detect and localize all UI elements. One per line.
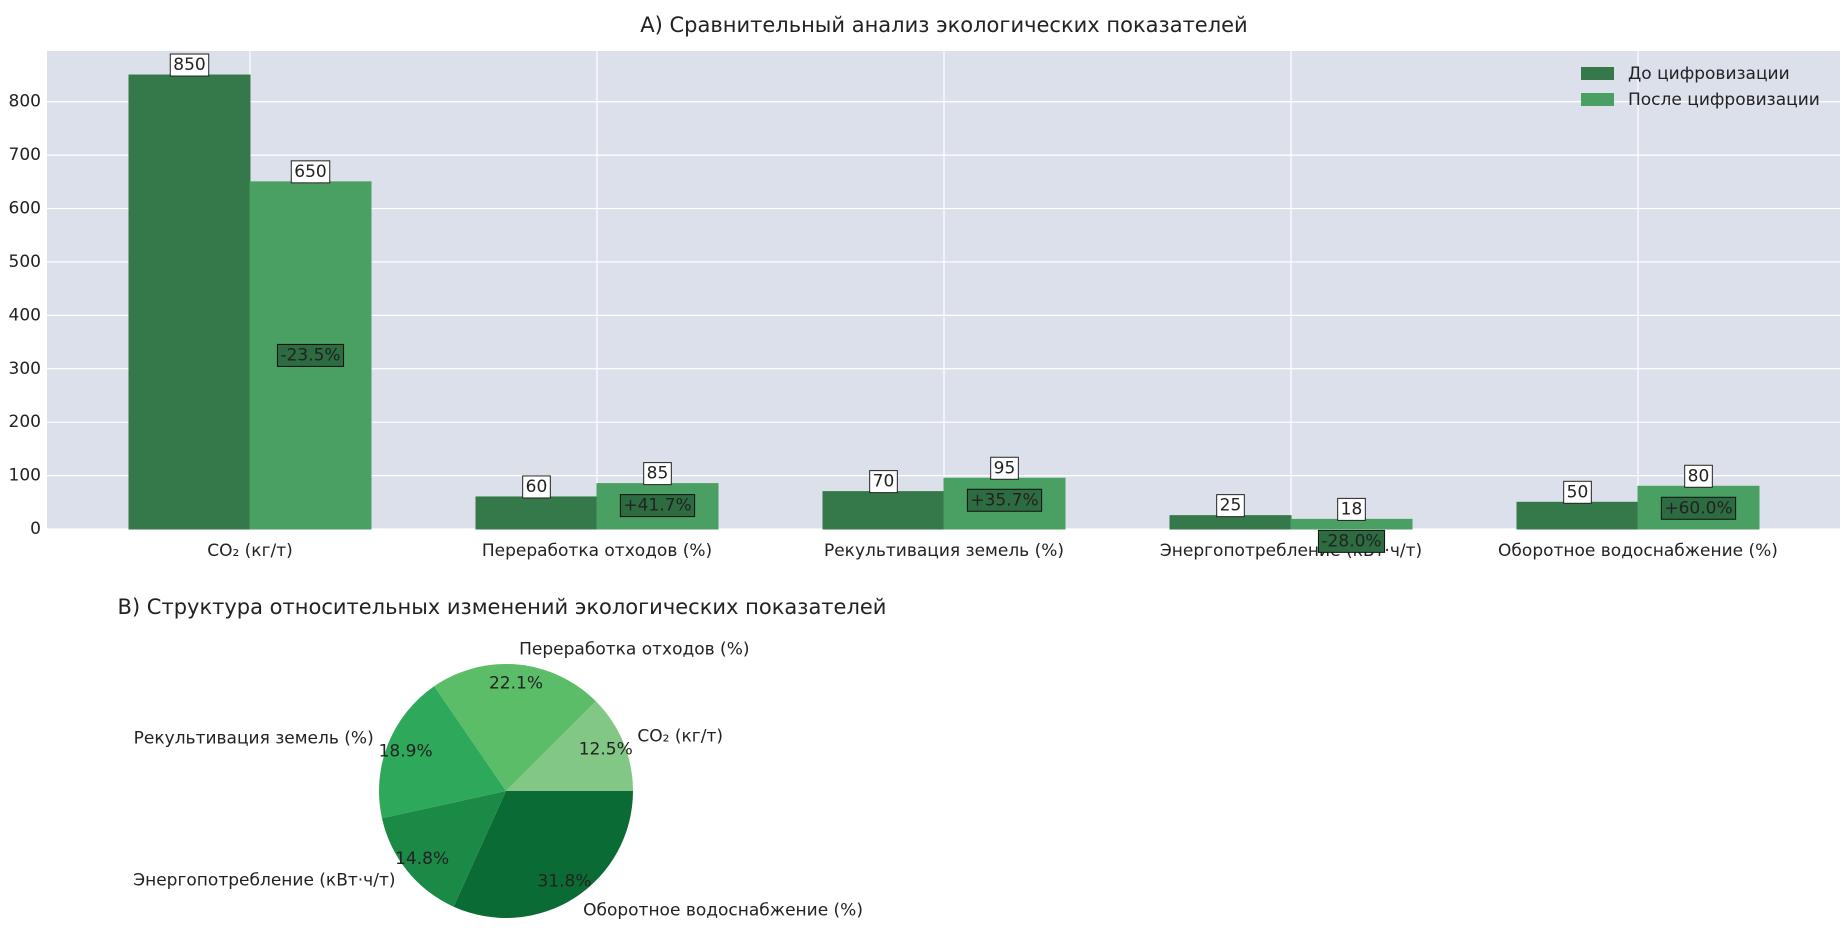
pie-category-label: Энергопотребление (кВт·ч/т) — [133, 871, 395, 891]
pie-category-label: CO₂ (кг/т) — [637, 727, 723, 747]
y-tick-label: 200 — [9, 412, 41, 432]
x-tick-label: CO₂ (кг/т) — [207, 541, 293, 561]
value-label: 18 — [1341, 499, 1363, 519]
pie-category-label: Рекультивация земель (%) — [134, 729, 374, 749]
y-tick-label: 300 — [9, 359, 41, 379]
value-label: 70 — [873, 472, 895, 492]
bar — [1516, 501, 1639, 530]
change-label-box — [1660, 496, 1737, 520]
value-label-box — [1684, 464, 1713, 488]
value-label-box — [990, 456, 1019, 480]
change-label: +60.0% — [1664, 498, 1732, 518]
value-label: 850 — [173, 55, 205, 75]
y-tick-label: 600 — [9, 199, 41, 219]
value-label: 95 — [994, 458, 1016, 478]
value-label: 25 — [1220, 496, 1242, 516]
value-label-box — [643, 462, 672, 486]
change-label: +35.7% — [970, 490, 1038, 510]
y-tick-label: 400 — [9, 305, 41, 325]
bar — [475, 496, 598, 530]
pie-slice — [434, 664, 596, 791]
pie-slice — [506, 701, 633, 791]
legend-label: До цифровизации — [1628, 64, 1790, 84]
pie-slice — [381, 791, 506, 907]
value-label: 650 — [294, 162, 326, 182]
pie-value-label: 31.8% — [537, 872, 591, 892]
y-tick-label: 500 — [9, 252, 41, 272]
x-tick-label: Переработка отходов (%) — [482, 541, 712, 561]
value-label-box — [869, 470, 898, 494]
legend-label: После цифровизации — [1628, 90, 1820, 110]
pie-value-label: 22.1% — [489, 674, 543, 694]
change-label: -23.5% — [280, 345, 340, 365]
value-label: 80 — [1688, 466, 1710, 486]
value-label-box — [169, 53, 210, 77]
pie-category-label: Оборотное водоснабжение (%) — [583, 901, 863, 921]
bar — [128, 74, 251, 530]
change-label-box — [619, 494, 696, 518]
y-tick-label: 100 — [9, 466, 41, 486]
change-label: -28.0% — [1321, 531, 1381, 551]
change-label-box — [1317, 529, 1386, 553]
y-tick-label: 800 — [9, 92, 41, 112]
value-label-box — [290, 160, 331, 184]
x-tick-label: Рекультивация земель (%) — [824, 541, 1064, 561]
chart-title: B) Структура относительных изменений эко… — [118, 595, 887, 619]
pie-value-label: 18.9% — [379, 741, 433, 761]
chart-title: A) Сравнительный анализ экологических по… — [640, 13, 1247, 37]
pie-category-label: Переработка отходов (%) — [519, 639, 749, 659]
bar — [1169, 515, 1292, 530]
value-label-box — [1216, 494, 1245, 518]
change-label-box — [276, 343, 345, 367]
value-label-box — [1563, 480, 1592, 504]
pie-slice — [379, 686, 506, 819]
pie-value-label: 14.8% — [395, 849, 449, 869]
change-label-box — [966, 488, 1043, 512]
legend-swatch — [1581, 93, 1614, 106]
y-tick-label: 700 — [9, 145, 41, 165]
value-label: 50 — [1567, 482, 1589, 502]
value-label-box — [1337, 497, 1366, 521]
legend-swatch — [1581, 67, 1614, 80]
pie-value-label: 12.5% — [579, 740, 633, 760]
y-tick-label: 0 — [30, 519, 41, 539]
value-label: 85 — [647, 464, 669, 484]
change-label: +41.7% — [623, 496, 691, 516]
bar — [822, 491, 945, 530]
x-tick-label: Оборотное водоснабжение (%) — [1498, 541, 1778, 561]
value-label-box — [522, 475, 551, 499]
value-label: 60 — [526, 477, 548, 497]
pie-slice — [453, 791, 633, 919]
